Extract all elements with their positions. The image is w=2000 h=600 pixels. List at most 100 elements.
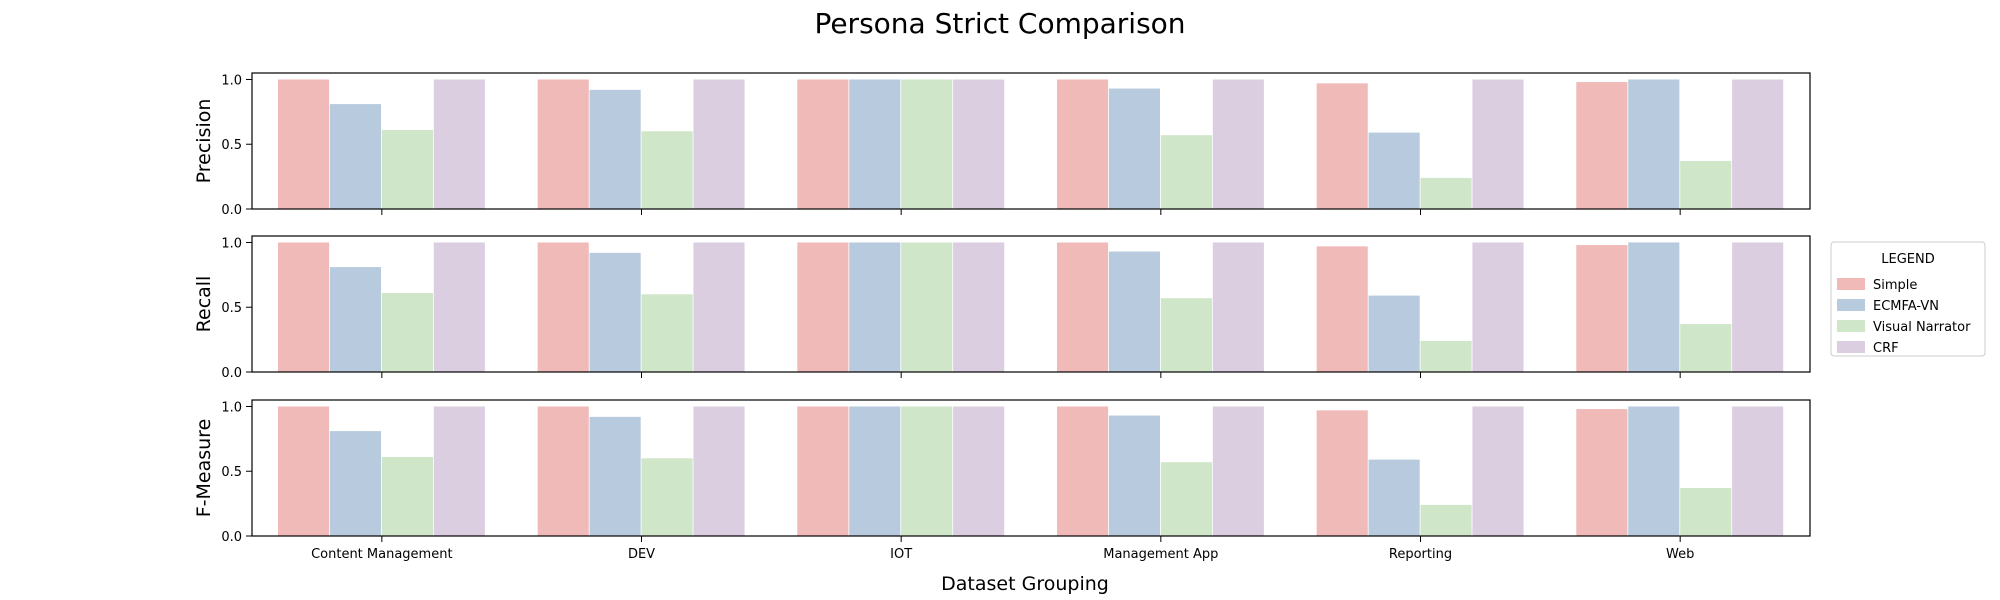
y-axis-label: F-Measure xyxy=(193,419,215,518)
y-axis-label: Recall xyxy=(193,276,215,333)
x-tick-label: DEV xyxy=(628,547,655,562)
x-tick-label: Reporting xyxy=(1389,547,1452,562)
bar-f-measure-4-3 xyxy=(1472,406,1524,536)
bar-precision-4-3 xyxy=(1472,79,1524,209)
bar-f-measure-3-1 xyxy=(1108,415,1161,536)
bar-precision-3-0 xyxy=(1056,79,1109,209)
bar-f-measure-1-3 xyxy=(693,406,745,536)
bar-f-measure-3-2 xyxy=(1160,462,1212,536)
bar-precision-0-1 xyxy=(329,104,382,209)
bar-f-measure-1-1 xyxy=(589,416,641,536)
bar-precision-4-2 xyxy=(1420,177,1472,209)
y-tick-label: 0.5 xyxy=(221,465,242,480)
bar-recall-3-2 xyxy=(1160,298,1212,372)
panel-recall: 0.0 0.5 1.0 Recall xyxy=(193,235,1811,381)
legend-swatch-2 xyxy=(1837,320,1865,332)
bar-recall-5-3 xyxy=(1732,242,1784,372)
bar-f-measure-2-0 xyxy=(797,406,849,536)
bar-precision-0-2 xyxy=(381,129,433,209)
y-tick-label: 1.0 xyxy=(221,236,242,251)
bar-recall-0-1 xyxy=(329,267,382,372)
bar-recall-2-3 xyxy=(953,242,1005,372)
bar-f-measure-1-2 xyxy=(641,458,693,536)
bar-recall-4-0 xyxy=(1316,246,1368,372)
bar-precision-2-0 xyxy=(797,79,849,209)
bar-precision-4-1 xyxy=(1368,132,1420,209)
bar-f-measure-4-0 xyxy=(1316,410,1368,536)
legend-swatch-1 xyxy=(1837,299,1865,311)
bar-recall-3-0 xyxy=(1056,242,1109,372)
panel-frame xyxy=(251,72,1811,210)
bar-recall-5-2 xyxy=(1680,324,1732,372)
bar-precision-5-0 xyxy=(1576,82,1628,209)
bar-precision-2-3 xyxy=(953,79,1005,209)
bar-recall-4-3 xyxy=(1472,242,1524,372)
bar-f-measure-4-2 xyxy=(1420,504,1472,536)
bar-precision-1-1 xyxy=(589,89,641,209)
y-tick-label: 0.0 xyxy=(221,366,242,381)
x-axis-label: Dataset Grouping xyxy=(941,573,1109,595)
bar-f-measure-0-1 xyxy=(329,431,382,536)
bar-precision-3-3 xyxy=(1212,79,1264,209)
bar-recall-3-3 xyxy=(1212,242,1264,372)
bar-recall-5-0 xyxy=(1576,245,1628,372)
legend-swatch-3 xyxy=(1837,341,1865,353)
bar-precision-1-2 xyxy=(641,131,693,209)
bar-f-measure-0-3 xyxy=(433,406,485,536)
bar-recall-1-2 xyxy=(641,294,693,372)
bar-recall-0-3 xyxy=(433,242,485,372)
bar-recall-4-2 xyxy=(1420,340,1472,372)
legend-title: LEGEND xyxy=(1881,252,1934,267)
bar-recall-4-1 xyxy=(1368,295,1420,372)
y-tick-label: 0.5 xyxy=(221,138,242,153)
bar-f-measure-2-2 xyxy=(901,406,953,536)
y-tick-label: 0.0 xyxy=(221,203,242,218)
panel-frame xyxy=(251,399,1811,537)
bar-precision-3-1 xyxy=(1108,88,1161,209)
legend: LEGEND Simple ECMFA-VN Visual Narrator CRF xyxy=(1830,241,1986,357)
y-tick-label: 1.0 xyxy=(221,400,242,415)
bar-f-measure-3-3 xyxy=(1212,406,1264,536)
bar-precision-0-0 xyxy=(277,79,330,209)
bar-precision-4-0 xyxy=(1316,83,1368,209)
legend-label-3: CRF xyxy=(1873,341,1899,356)
x-tick-label: Web xyxy=(1666,547,1694,562)
y-tick-label: 0.0 xyxy=(221,530,242,545)
legend-swatch-0 xyxy=(1837,278,1865,290)
bar-f-measure-2-1 xyxy=(849,406,901,536)
bar-f-measure-5-1 xyxy=(1628,406,1680,536)
bar-recall-3-1 xyxy=(1108,251,1161,372)
legend-label-1: ECMFA-VN xyxy=(1873,299,1939,314)
bar-f-measure-1-0 xyxy=(537,406,589,536)
legend-label-0: Simple xyxy=(1873,278,1917,293)
bar-recall-0-0 xyxy=(277,242,330,372)
legend-box xyxy=(1830,241,1986,357)
bar-recall-1-3 xyxy=(693,242,745,372)
x-tick-label: IOT xyxy=(890,547,912,562)
panels: 0.0 0.5 1.0 Precision 0.0 0.5 1.0 Recall 0.0 0.5 1… xyxy=(193,72,1811,562)
bar-precision-2-1 xyxy=(849,79,901,209)
y-tick-label: 1.0 xyxy=(221,73,242,88)
x-tick-label: Content Management xyxy=(311,547,452,562)
bar-f-measure-0-2 xyxy=(381,456,433,536)
bar-precision-2-2 xyxy=(901,79,953,209)
bar-recall-2-2 xyxy=(901,242,953,372)
bar-f-measure-5-3 xyxy=(1732,406,1784,536)
panel-f-measure: 0.0 0.5 1.0 Content Management DEV IOT Managem… xyxy=(193,399,1811,562)
bar-f-measure-4-1 xyxy=(1368,459,1420,536)
panel-frame xyxy=(251,235,1811,373)
bar-precision-0-3 xyxy=(433,79,485,209)
bar-f-measure-5-0 xyxy=(1576,409,1628,536)
bar-recall-1-1 xyxy=(589,252,641,372)
bar-precision-1-0 xyxy=(537,79,589,209)
legend-label-2: Visual Narrator xyxy=(1873,320,1971,335)
y-tick-label: 0.5 xyxy=(221,301,242,316)
bar-precision-1-3 xyxy=(693,79,745,209)
bar-recall-2-1 xyxy=(849,242,901,372)
bar-f-measure-5-2 xyxy=(1680,488,1732,536)
bar-recall-0-2 xyxy=(381,292,433,372)
panel-precision: 0.0 0.5 1.0 Precision xyxy=(193,72,1811,218)
bar-recall-2-0 xyxy=(797,242,849,372)
bar-precision-5-1 xyxy=(1628,79,1680,209)
